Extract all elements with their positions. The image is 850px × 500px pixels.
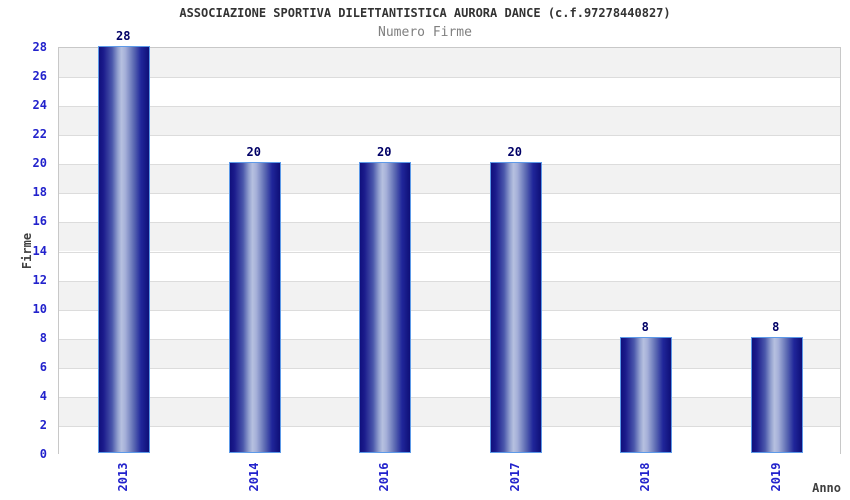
x-tick-label: 2016 — [377, 462, 392, 492]
bar-2013 — [98, 46, 151, 453]
x-tick-label: 2017 — [507, 462, 522, 492]
bar-2017 — [489, 162, 542, 453]
bar-2014 — [228, 162, 281, 453]
bar-2016 — [359, 162, 412, 453]
bar-2018 — [620, 336, 673, 453]
y-tick-label: 24 — [32, 98, 47, 113]
grid-band — [59, 77, 840, 107]
x-axis-title: Anno — [812, 481, 841, 495]
plot-area — [58, 46, 841, 455]
y-tick-label: 14 — [32, 243, 47, 258]
y-tick-label: 20 — [32, 156, 47, 171]
y-tick-label: 0 — [39, 447, 47, 461]
y-tick-label: 10 — [32, 301, 47, 316]
y-tick-label: 28 — [32, 40, 47, 54]
grid-band — [59, 338, 840, 368]
grid-band — [59, 106, 840, 136]
bar-value-label: 8 — [641, 319, 649, 334]
y-tick-label: 22 — [32, 127, 47, 142]
x-tick-label: 2018 — [638, 462, 653, 492]
grid-band — [59, 280, 840, 310]
y-tick-label: 8 — [39, 330, 47, 345]
y-tick-label: 4 — [39, 388, 47, 403]
y-tick-label: 2 — [39, 417, 47, 432]
grid-band — [59, 222, 840, 252]
bar-value-label: 28 — [116, 29, 131, 43]
grid-band — [59, 367, 840, 397]
y-tick-label: 16 — [32, 214, 47, 229]
chart-subtitle: Numero Firme — [378, 25, 472, 40]
bar-2019 — [750, 336, 803, 453]
chart-title: ASSOCIAZIONE SPORTIVA DILETTANTISTICA AU… — [179, 6, 671, 20]
x-tick-label: 2014 — [246, 462, 261, 492]
grid-band — [59, 193, 840, 223]
grid-band — [59, 396, 840, 426]
bar-value-label: 20 — [377, 145, 392, 160]
x-tick-label: 2013 — [116, 462, 131, 492]
bar-value-label: 20 — [246, 145, 261, 160]
y-tick-label: 6 — [39, 359, 47, 374]
y-tick-label: 18 — [32, 185, 47, 200]
bar-value-label: 8 — [772, 319, 780, 334]
y-tick-label: 26 — [32, 69, 47, 84]
y-tick-label: 12 — [32, 272, 47, 287]
grid-band — [59, 251, 840, 281]
grid-band — [59, 309, 840, 339]
y-axis-title: Firme — [20, 232, 34, 270]
grid-band — [59, 164, 840, 194]
grid-band — [59, 425, 840, 455]
bar-value-label: 20 — [507, 145, 522, 160]
grid-band — [59, 135, 840, 165]
grid-band — [59, 48, 840, 78]
